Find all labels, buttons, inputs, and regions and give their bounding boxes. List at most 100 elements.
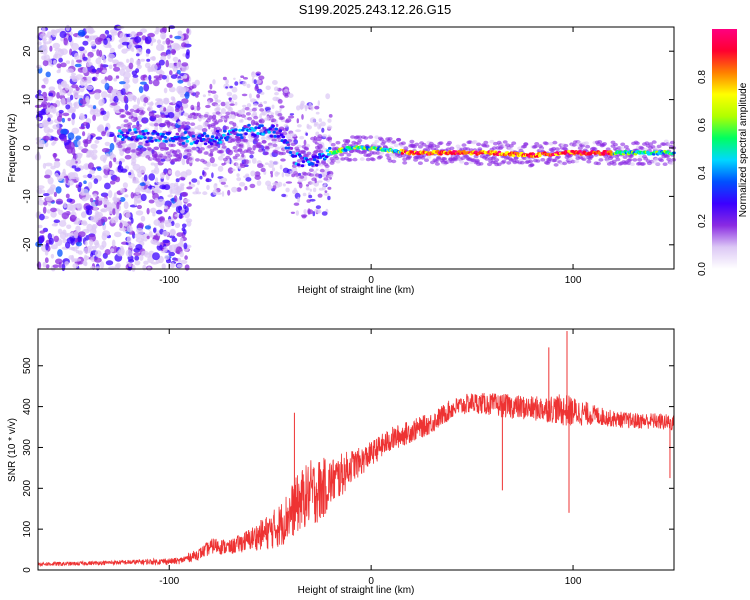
spectrogram-cell (282, 128, 288, 132)
spectrogram-cell (318, 118, 322, 123)
spectrogram-cell (185, 121, 191, 126)
spectrogram-cell (174, 222, 181, 229)
colorbar-tick-label: 0.6 (697, 118, 708, 132)
snr-series-line (37, 392, 675, 568)
spectrogram-cell (117, 44, 122, 49)
spectrogram-cell (218, 118, 223, 123)
spectrogram-cell (39, 213, 45, 221)
spectrogram-cell (168, 86, 176, 93)
spectrogram-cell (240, 136, 244, 140)
spectrogram-cell (176, 61, 182, 69)
colorbar-gradient (712, 29, 737, 269)
spectrogram-cell (78, 181, 83, 188)
spectrogram-cell (494, 158, 500, 162)
spectrogram-cell (162, 239, 170, 244)
spectrogram-cell (237, 158, 244, 161)
spectrogram-cell (553, 163, 559, 167)
spectrogram-cell (277, 99, 283, 104)
spectrogram-cell (182, 78, 190, 83)
spectrogram-x-tick-label: -100 (159, 275, 179, 286)
spectrogram-cell (289, 146, 294, 150)
spectrogram-cell (212, 114, 217, 120)
spectrogram-cell (592, 147, 598, 151)
spectrogram-cell (400, 141, 406, 145)
spectrogram-cell (209, 148, 215, 153)
spectrogram-cell (134, 260, 141, 266)
spectrogram-cell (79, 114, 86, 121)
spectrogram-cell (627, 158, 633, 162)
spectrogram-cell (272, 160, 279, 166)
spectrogram-cell (109, 96, 114, 103)
spectrogram-cell (55, 258, 63, 265)
spectrogram-cell (155, 177, 159, 184)
spectrogram-cell (347, 158, 353, 162)
spectrogram-cell (129, 57, 134, 65)
spectrogram-cell (103, 174, 108, 179)
spectrogram-cell (375, 151, 381, 155)
spectrogram-cell (169, 160, 175, 164)
spectrogram-cell (85, 96, 90, 103)
spectrogram-cell (207, 90, 212, 93)
spectrogram-cell (235, 162, 239, 167)
spectrogram-cell (313, 155, 318, 159)
spectrogram-cell (328, 173, 334, 178)
spectrogram-cell (334, 156, 340, 161)
spectrogram-cell (168, 169, 172, 175)
spectrogram-cell (229, 157, 232, 165)
spectrogram-cell (50, 244, 58, 250)
spectrogram-cell (244, 106, 250, 111)
spectrogram-cell (150, 139, 154, 143)
spectrogram-cell (159, 147, 165, 151)
spectrogram-cell (270, 170, 273, 175)
spectrogram-cell (184, 91, 190, 100)
spectrogram-cell (141, 176, 145, 183)
spectrogram-cell (143, 174, 148, 182)
spectrogram-cell (194, 79, 200, 86)
spectrogram-cell (177, 257, 182, 263)
spectrogram-cell (200, 134, 205, 137)
spectrogram-cell (134, 44, 142, 49)
spectrogram-cell (82, 67, 88, 74)
spectrogram-cell (225, 86, 229, 89)
spectrogram-cell (179, 239, 184, 247)
spectrogram-cell (205, 178, 212, 183)
spectrogram-cell (162, 40, 166, 45)
spectrogram-cell (46, 209, 51, 214)
spectrogram-cell (140, 153, 146, 158)
spectrogram-cell (540, 158, 546, 162)
spectrogram-cell (195, 94, 199, 98)
spectrogram-cell (501, 159, 507, 164)
spectrogram-cell (407, 155, 412, 159)
spectrogram-cell (123, 123, 129, 128)
spectrogram-cell (130, 192, 135, 199)
spectrogram-cell (260, 167, 266, 173)
spectrogram-cell (101, 131, 106, 137)
spectrogram-cell (370, 157, 376, 162)
spectrogram-cell (216, 192, 222, 195)
spectrogram-cell (82, 260, 87, 266)
spectrogram-cell (75, 184, 80, 188)
spectrogram-cell (132, 112, 137, 117)
spectrogram-cell (571, 143, 577, 147)
spectrogram-cell (318, 123, 322, 129)
spectrogram-cell (128, 242, 135, 249)
spectrogram-cell (155, 209, 163, 215)
spectrogram-cell (335, 140, 341, 145)
spectrogram-cell (275, 146, 280, 150)
spectrogram-cell (257, 163, 264, 169)
spectrogram-cell (306, 160, 311, 164)
spectrogram-cell (197, 150, 203, 154)
spectrogram-cell (138, 130, 142, 134)
spectrogram-cell (169, 186, 173, 195)
spectrogram-cell (161, 75, 167, 80)
spectrogram-cell (78, 146, 84, 150)
spectrogram-cell (96, 49, 100, 57)
spectrogram-cell (241, 93, 248, 97)
spectrogram-cell (237, 136, 241, 140)
spectrogram-cell (240, 75, 245, 78)
spectrogram-cell (172, 56, 179, 62)
spectrogram-cell (270, 112, 275, 115)
spectrogram-cell (312, 158, 317, 162)
spectrogram-cell (251, 107, 257, 112)
